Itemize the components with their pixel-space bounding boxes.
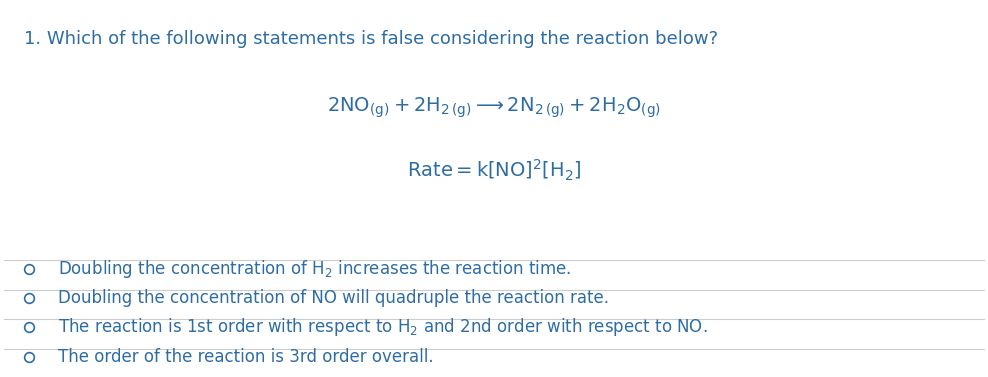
Text: $\mathrm{Rate = k[NO]^2[H_2]}$: $\mathrm{Rate = k[NO]^2[H_2]}$	[407, 158, 581, 183]
Text: Doubling the concentration of H$_2$ increases the reaction time.: Doubling the concentration of H$_2$ incr…	[58, 257, 571, 279]
Text: $\mathrm{2NO_{(g)} + 2H_{2\,(g)} \longrightarrow 2N_{2\,(g)} + 2H_2O_{(g)}}$: $\mathrm{2NO_{(g)} + 2H_{2\,(g)} \longri…	[327, 95, 661, 120]
Text: The order of the reaction is 3rd order overall.: The order of the reaction is 3rd order o…	[58, 348, 434, 366]
Text: 1. Which of the following statements is false considering the reaction below?: 1. Which of the following statements is …	[24, 30, 718, 48]
Text: The reaction is 1st order with respect to H$_2$ and 2nd order with respect to NO: The reaction is 1st order with respect t…	[58, 316, 707, 339]
Text: Doubling the concentration of NO will quadruple the reaction rate.: Doubling the concentration of NO will qu…	[58, 289, 609, 307]
